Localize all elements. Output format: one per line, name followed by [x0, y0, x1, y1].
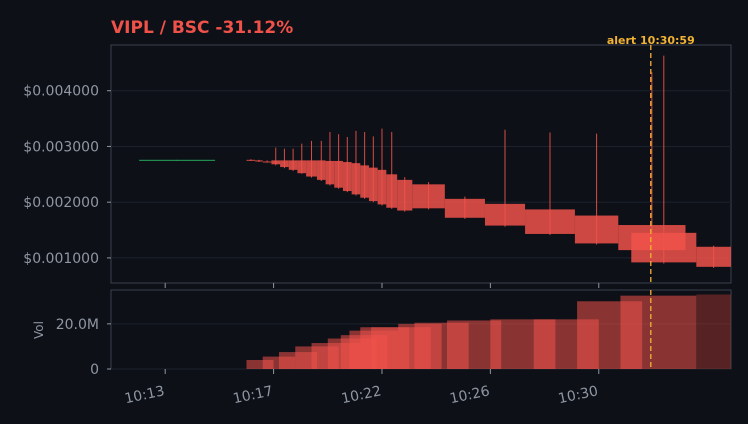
candle-body [444, 198, 485, 218]
candle [574, 133, 619, 245]
candle-body [631, 232, 697, 263]
chart-title: VIPL / BSC -31.12% [111, 18, 293, 38]
candle-body [325, 160, 335, 185]
volume-bar [620, 295, 697, 369]
volume-bar [246, 359, 274, 369]
candle-body [574, 215, 619, 244]
candle-body [246, 159, 256, 161]
candle [334, 134, 343, 189]
candle-body [316, 160, 326, 180]
candle-body [412, 184, 445, 209]
candle-body [262, 161, 272, 163]
candle [525, 132, 575, 236]
candle [631, 55, 697, 264]
candle [306, 140, 317, 178]
candle [297, 143, 307, 174]
candle [368, 136, 378, 203]
candles [139, 55, 731, 268]
candle-body [255, 160, 263, 162]
candle [351, 130, 361, 196]
volume-panel: 0 20.0M Vol [32, 289, 732, 378]
candle-body [342, 162, 352, 192]
price-tick-label: $0.001000 [23, 251, 99, 267]
candle-body [386, 174, 398, 208]
candle [696, 245, 731, 268]
candle-body [271, 160, 281, 165]
candle-body [351, 163, 361, 195]
candle [271, 147, 281, 166]
candle-body [297, 160, 307, 174]
alert-marker: alert 10:30:59 [607, 34, 695, 283]
candle [342, 136, 352, 193]
candle-body [525, 209, 575, 234]
candle-body [139, 159, 216, 161]
volume-bars [246, 294, 731, 369]
candle [360, 131, 369, 199]
price-panel: $0.001000 $0.002000 $0.003000 $0.004000 ale… [23, 34, 732, 284]
volume-axis-label: Vol [32, 321, 46, 339]
candle [444, 196, 485, 219]
candle-body [368, 167, 378, 202]
candle [262, 160, 272, 163]
candle-body [280, 160, 289, 168]
candle-body [334, 160, 343, 188]
candle [255, 159, 263, 163]
volume-y-axis: 0 20.0M [56, 317, 111, 378]
candle-body [360, 165, 369, 198]
candle-body [288, 160, 298, 170]
candle [397, 177, 413, 212]
price-tick-label: $0.004000 [23, 84, 99, 100]
candle-body [696, 246, 731, 267]
candle [325, 131, 335, 186]
candle [484, 129, 526, 227]
volume-tick-label: 20.0M [56, 317, 99, 333]
alert-label: alert 10:30:59 [607, 34, 695, 47]
candle [316, 140, 326, 181]
price-tick-label: $0.003000 [23, 139, 99, 155]
candle [377, 128, 387, 206]
candle-body [306, 160, 317, 177]
price-tick-label: $0.002000 [23, 195, 99, 211]
candle [412, 182, 445, 210]
candle [386, 131, 398, 209]
price-y-axis: $0.001000 $0.002000 $0.003000 $0.004000 [23, 84, 111, 267]
candle [280, 148, 289, 169]
candle-body [377, 169, 387, 205]
candle [139, 159, 216, 161]
volume-tick-label: 0 [90, 362, 99, 378]
candle-body [484, 203, 526, 226]
candle [246, 159, 256, 161]
candle-body [397, 179, 413, 211]
candle [288, 148, 298, 171]
volume-bar [696, 294, 731, 369]
